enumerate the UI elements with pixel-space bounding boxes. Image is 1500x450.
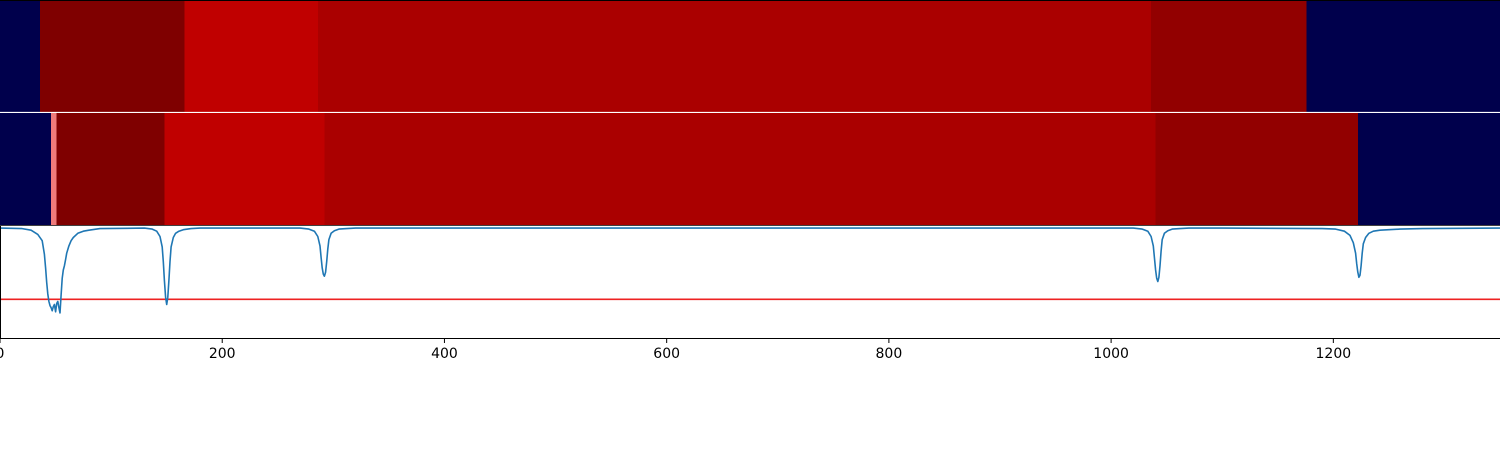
heatmap-strip-top [0, 0, 1500, 114]
heatmap-cell [1306, 1, 1500, 112]
heatmap-cell [0, 113, 52, 225]
heatmap-cell [1151, 1, 1307, 112]
plot-background [0, 226, 1500, 338]
x-tick-label: 1000 [1093, 346, 1129, 362]
x-tick-label: 200 [209, 346, 236, 362]
x-axis: 0 200 400 600 800 1000 1200 [0, 338, 1351, 362]
x-tick-label: 600 [653, 346, 680, 362]
x-tick-label: 1200 [1316, 346, 1352, 362]
heatmap-cell [1357, 113, 1500, 225]
heatmap-strip-middle [0, 113, 1500, 225]
x-tick-label: 0 [0, 346, 4, 362]
line-plot-panel [0, 225, 1500, 339]
heatmap-cell [0, 1, 40, 112]
series-line [0, 227, 1500, 314]
heatmap-cell [317, 1, 1152, 112]
heatmap-cell [51, 113, 57, 225]
heatmap-cell [184, 1, 318, 112]
heatmap-cell [164, 113, 325, 225]
heatmap-cell [56, 113, 165, 225]
heatmap-cell [40, 1, 185, 112]
x-tick-label: 800 [876, 346, 903, 362]
heatmap-cell [324, 113, 1156, 225]
x-tick-label: 400 [431, 346, 458, 362]
heatmap-cell [1155, 113, 1358, 225]
